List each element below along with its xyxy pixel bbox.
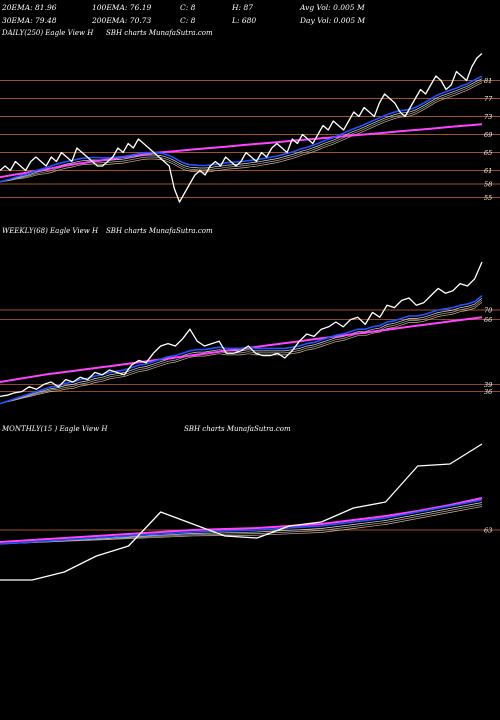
monthly-title: MONTHLY(15 ) Eagle View H	[2, 425, 108, 433]
weekly-ema-slow-line	[0, 316, 483, 383]
header-low: L: 680	[232, 16, 257, 25]
daily-level-label-1: 77	[484, 95, 493, 103]
monthly-chart: 63	[0, 443, 500, 581]
daily-level-label-2: 73	[484, 113, 492, 121]
weekly-level-label-0: 70	[484, 307, 492, 315]
weekly-ema-companion-c	[0, 301, 483, 404]
weekly-level-label-2: 39	[484, 381, 492, 389]
monthly-ema-companion-b	[0, 504, 483, 545]
weekly-level-label-1: 66	[484, 316, 492, 324]
daily-ema-companion-c	[0, 82, 483, 183]
header-100ema: 100EMA: 76.19	[92, 3, 152, 12]
daily-level-label-3: 69	[484, 131, 492, 139]
monthly-ema-companion-c	[0, 506, 483, 545]
monthly-price-line	[0, 443, 483, 581]
daily-level-label-5: 61	[484, 167, 492, 175]
daily-level-label-7: 55	[484, 194, 492, 202]
monthly-ema-fast-line	[0, 499, 483, 545]
monthly-ema-slow-line	[0, 497, 483, 543]
weekly-price-line	[0, 261, 483, 398]
header-200ema: 200EMA: 70.73	[92, 16, 152, 25]
daily-level-label-4: 65	[484, 149, 492, 157]
daily-chart: 81 77 73 69 65 61 58 55	[0, 53, 500, 203]
header-day-vol: Day Vol: 0.005 M	[300, 16, 366, 25]
monthly-source: SBH charts MunafaSutra.com	[184, 425, 291, 433]
header-30ema: 30EMA: 79.48	[2, 16, 57, 25]
weekly-title: WEEKLY(68) Eagle View H	[2, 227, 99, 235]
header-high: H: 87	[232, 3, 253, 12]
daily-level-label-0: 81	[484, 77, 492, 85]
weekly-source: SBH charts MunafaSutra.com	[106, 227, 213, 235]
header-avg-vol: Avg Vol: 0.005 M	[300, 3, 365, 12]
weekly-level-label-3: 36	[484, 388, 492, 396]
daily-level-label-6: 58	[484, 181, 492, 189]
header-20ema: 20EMA: 81.96	[2, 3, 57, 12]
weekly-ema-fast-line	[0, 294, 483, 405]
daily-ema-slow-line	[0, 123, 483, 179]
weekly-ema-companion-b	[0, 299, 483, 404]
header-close-2: C: 8	[180, 16, 196, 25]
daily-source: SBH charts MunafaSutra.com	[106, 29, 213, 37]
daily-price-line	[0, 53, 483, 203]
monthly-level-label-0: 63	[484, 527, 492, 535]
header-close: C: 8	[180, 3, 196, 12]
daily-title: DAILY(250) Eagle View H	[2, 29, 94, 37]
